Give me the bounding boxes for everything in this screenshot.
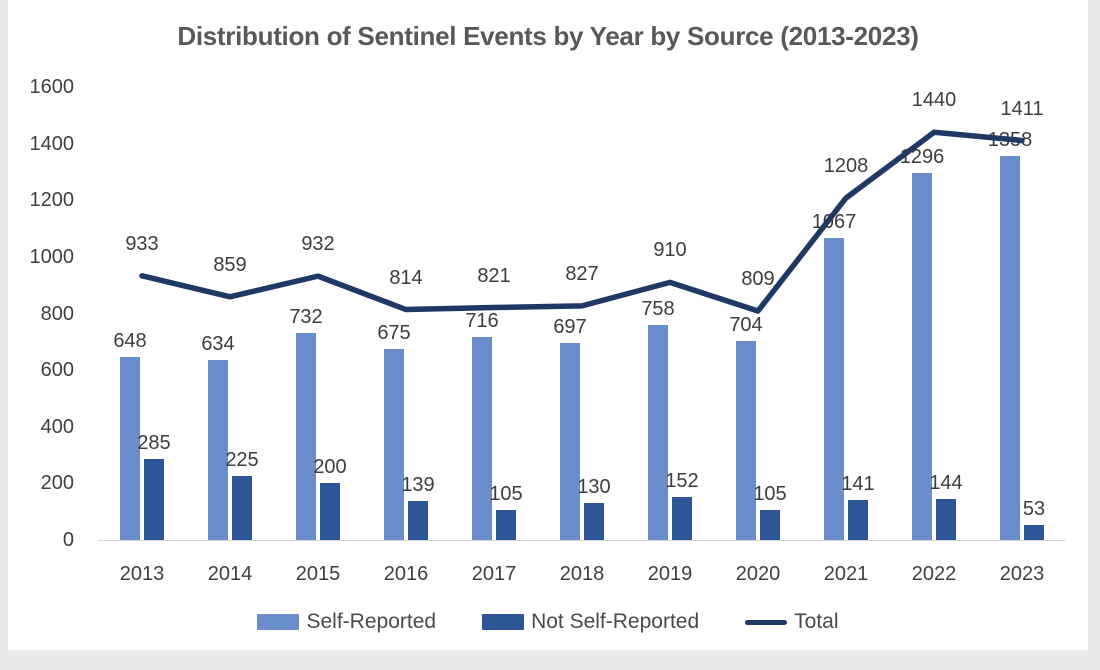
bar-not-self-reported [848, 500, 868, 540]
x-axis-baseline [98, 540, 1066, 541]
y-axis-tick-label: 600 [40, 359, 74, 382]
bar-value-label: 716 [465, 310, 499, 333]
bar-self-reported [648, 325, 668, 540]
total-value-label: 932 [301, 233, 335, 256]
plot-area: 0 200 400 600 800 1000 1200 1400 1600 2013 648 285 9… [8, 0, 1088, 650]
y-axis-tick-label: 1200 [29, 189, 75, 212]
bar-not-self-reported [144, 459, 164, 540]
bar-value-label: 225 [225, 449, 259, 472]
bar-value-label: 1067 [811, 210, 857, 233]
bar-not-self-reported [1024, 524, 1044, 540]
bar-value-label: 130 [577, 476, 611, 499]
bar-value-label: 1296 [899, 146, 945, 169]
legend-label: Self-Reported [306, 610, 437, 633]
bar-not-self-reported [672, 496, 692, 540]
y-axis-tick-label: 1600 [29, 76, 75, 98]
total-value-label: 910 [653, 239, 687, 262]
y-axis-tick-label: 400 [40, 415, 74, 438]
total-value-label: 814 [389, 266, 423, 289]
legend-label: Total [794, 610, 839, 633]
total-value-label: 933 [125, 232, 159, 255]
bar-value-label: 1358 [987, 128, 1033, 151]
bar-value-label: 141 [841, 473, 875, 496]
bar-self-reported [296, 332, 316, 540]
bar-self-reported [472, 337, 492, 540]
x-axis-category-label: 2014 [207, 563, 253, 585]
bar-value-label: 697 [553, 315, 587, 338]
bar-not-self-reported [760, 510, 780, 540]
bar-self-reported [384, 348, 404, 540]
y-axis-tick-label: 1000 [29, 245, 75, 268]
bar-value-label: 704 [729, 313, 763, 336]
x-axis-category-label: 2021 [823, 563, 869, 585]
bar-value-label: 53 [1022, 497, 1046, 520]
x-axis-category-label: 2023 [999, 563, 1045, 585]
bar-value-label: 200 [313, 456, 347, 479]
legend-item-self-reported: Self-Reported [257, 610, 436, 634]
bar-not-self-reported [584, 503, 604, 540]
bar-value-label: 675 [377, 321, 411, 344]
total-value-label: 859 [213, 253, 247, 276]
total-value-label: 1411 [1000, 97, 1044, 120]
bar-not-self-reported [496, 510, 516, 540]
chart-title: Distribution of Sentinel Events by Year … [177, 21, 919, 51]
bar-self-reported [1000, 155, 1020, 540]
bar-value-label: 152 [665, 469, 699, 492]
y-axis-tick-label: 1400 [29, 132, 75, 155]
bar-self-reported [120, 356, 140, 540]
total-value-label: 827 [565, 262, 599, 285]
x-axis-category-label: 2019 [647, 563, 693, 585]
y-axis-tick-label: 800 [40, 302, 74, 325]
bar-not-self-reported [936, 499, 956, 540]
chart-card: Distribution of Sentinel Events by Year … [8, 0, 1088, 650]
legend-item-not-self-reported: Not Self-Reported [482, 610, 699, 634]
bar-value-label: 139 [401, 473, 435, 496]
x-axis-category-label: 2015 [295, 563, 341, 585]
legend: Self-Reported Not Self-Reported Total [8, 610, 1088, 634]
bar-value-label: 634 [201, 333, 235, 356]
bar-value-label: 144 [929, 472, 963, 495]
y-axis-tick-label: 200 [40, 472, 74, 495]
x-axis-category-label: 2020 [735, 563, 781, 585]
bar-value-label: 105 [489, 483, 523, 506]
legend-bar-swatch [257, 614, 300, 630]
x-axis-category-label: 2018 [559, 563, 605, 585]
total-value-label: 809 [741, 267, 775, 290]
bar-self-reported [560, 342, 580, 540]
bar-value-label: 758 [641, 298, 675, 321]
total-value-label: 821 [477, 264, 511, 287]
legend-item-total: Total [745, 610, 839, 634]
y-axis-tick-label: 0 [62, 529, 74, 551]
x-axis-category-label: 2013 [119, 563, 165, 585]
x-axis-category-label: 2022 [911, 563, 957, 585]
bar-value-label: 105 [753, 483, 787, 506]
legend-bar-swatch [482, 614, 525, 630]
bar-not-self-reported [408, 500, 428, 540]
bar-value-label: 732 [289, 305, 323, 328]
bar-self-reported [208, 360, 228, 540]
legend-line-swatch [745, 619, 788, 625]
bar-value-label: 285 [137, 432, 171, 455]
x-axis-category-label: 2017 [471, 563, 517, 585]
bar-not-self-reported [320, 483, 340, 540]
bar-self-reported [736, 340, 756, 540]
bar-not-self-reported [232, 476, 252, 540]
legend-label: Not Self-Reported [531, 610, 700, 633]
total-value-label: 1440 [911, 89, 957, 112]
bar-value-label: 648 [113, 329, 147, 352]
x-axis-category-label: 2016 [383, 563, 429, 585]
